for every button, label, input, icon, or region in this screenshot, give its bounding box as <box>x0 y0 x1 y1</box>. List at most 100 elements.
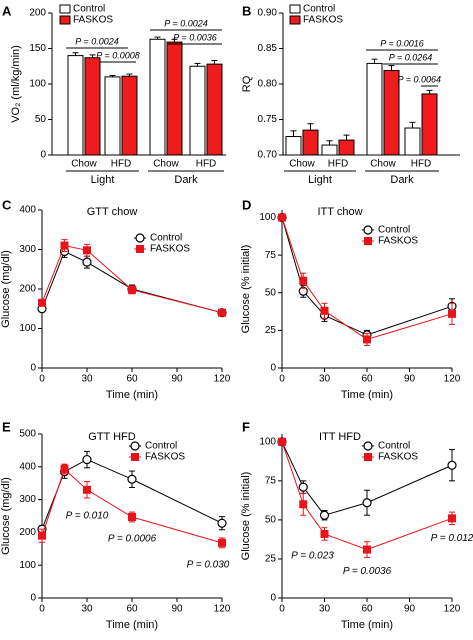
y-tick-label: 200 <box>19 527 36 538</box>
panel-letter: A <box>2 3 12 18</box>
bar <box>149 38 166 156</box>
bar <box>285 136 302 156</box>
group-label: Light <box>91 174 115 186</box>
group-label: Dark <box>390 174 414 186</box>
point <box>60 241 69 250</box>
x-tick-label: 60 <box>126 604 138 615</box>
bar <box>189 65 206 156</box>
y-tick-label: 50 <box>35 114 47 125</box>
legend-label: FASKOS <box>150 244 190 255</box>
point <box>218 308 226 317</box>
chart-title: ITT HFD <box>319 431 361 443</box>
legend-marker <box>363 225 373 235</box>
x-tick-label: Chow <box>370 159 396 170</box>
y-tick-label: 100 <box>259 212 276 223</box>
y-tick-label: 50 <box>265 287 277 298</box>
point <box>363 335 371 344</box>
point <box>128 512 136 521</box>
x-tick-label: 0 <box>279 374 285 385</box>
x-tick-label: 60 <box>361 604 373 615</box>
x-tick-label: 120 <box>444 374 461 385</box>
y-tick-label: 50 <box>265 515 277 526</box>
point <box>363 545 371 554</box>
x-tick-label: 0 <box>39 604 45 615</box>
point <box>128 285 136 294</box>
x-tick-label: Chow <box>289 159 315 170</box>
legend-label: FASKOS <box>145 452 185 463</box>
y-tick-label: 300 <box>19 494 36 505</box>
annotation: P = 0.010 <box>66 510 109 521</box>
y-tick-label: 300 <box>19 244 36 255</box>
y-tick-label: 400 <box>19 205 36 216</box>
y-axis-label: Glucose (mg/dl) <box>0 477 12 555</box>
legend-marker <box>131 453 139 461</box>
bar <box>366 62 383 156</box>
chart-title: ITT chow <box>317 206 362 218</box>
bar <box>421 93 438 156</box>
y-tick-label: 100 <box>19 560 36 571</box>
legend-marker <box>135 233 145 243</box>
x-tick-label: 120 <box>214 604 231 615</box>
legend-swatch <box>59 4 71 14</box>
point <box>447 460 457 470</box>
point <box>278 213 286 222</box>
legend-label: Control <box>145 441 177 452</box>
legend-marker <box>130 441 140 451</box>
x-axis-label: Time (min) <box>341 389 393 401</box>
y-axis-label: VO₂ (ml/kg/min) <box>10 45 22 123</box>
annotation: P = 0.012 <box>431 533 473 544</box>
legend-label: Control <box>378 441 410 452</box>
bar <box>67 55 84 156</box>
bar <box>206 63 223 156</box>
y-tick-label: 75 <box>265 250 277 261</box>
legend-label: FASKOS <box>378 452 418 463</box>
legend-marker <box>363 441 373 451</box>
y-tick-label: 0.85 <box>258 43 278 54</box>
point <box>83 485 91 494</box>
y-tick-label: 200 <box>19 284 36 295</box>
legend-label: FASKOS <box>303 15 343 26</box>
annotation: P = 0.0036 <box>343 566 392 577</box>
point <box>83 246 91 255</box>
y-tick-label: 0 <box>270 363 276 374</box>
y-tick-label: 75 <box>265 475 277 486</box>
x-tick-label: HFD <box>111 159 132 170</box>
annotation: P = 0.0264 <box>389 52 432 62</box>
x-tick-label: 30 <box>319 374 331 385</box>
legend-label: Control <box>378 225 410 236</box>
chart-title: GTT chow <box>87 206 138 218</box>
y-tick-label: 0 <box>30 363 36 374</box>
x-tick-label: HFD <box>411 159 432 170</box>
legend-marker <box>364 453 372 461</box>
y-axis-label: RQ <box>241 75 253 92</box>
x-tick-label: 120 <box>214 374 231 385</box>
point <box>217 518 227 528</box>
series-line <box>41 244 223 314</box>
point <box>320 529 329 538</box>
y-tick-label: 0 <box>40 150 46 161</box>
y-tick-label: 0 <box>30 593 36 604</box>
group-label: Light <box>308 174 332 186</box>
y-tick-label: 0.70 <box>258 150 278 161</box>
y-tick-label: 0.80 <box>258 79 278 90</box>
y-tick-label: 0 <box>270 593 276 604</box>
bar <box>84 57 101 156</box>
y-tick-label: 100 <box>29 79 46 90</box>
x-tick-label: 30 <box>319 604 331 615</box>
x-tick-label: 120 <box>444 604 461 615</box>
annotation: P = 0.030 <box>187 560 230 571</box>
legend-label: Control <box>73 4 105 15</box>
legend-swatch <box>289 4 301 14</box>
point <box>218 538 226 547</box>
legend-swatch <box>289 15 301 25</box>
point <box>38 298 46 307</box>
legend-label: Control <box>303 4 335 15</box>
y-tick-label: 25 <box>265 325 277 336</box>
bar <box>404 127 421 156</box>
chart-title: GTT HFD <box>88 431 136 443</box>
annotation: P = 0.0024 <box>164 18 207 28</box>
bar <box>166 41 183 156</box>
point <box>82 257 92 267</box>
annotation: P = 0.0024 <box>75 36 118 46</box>
